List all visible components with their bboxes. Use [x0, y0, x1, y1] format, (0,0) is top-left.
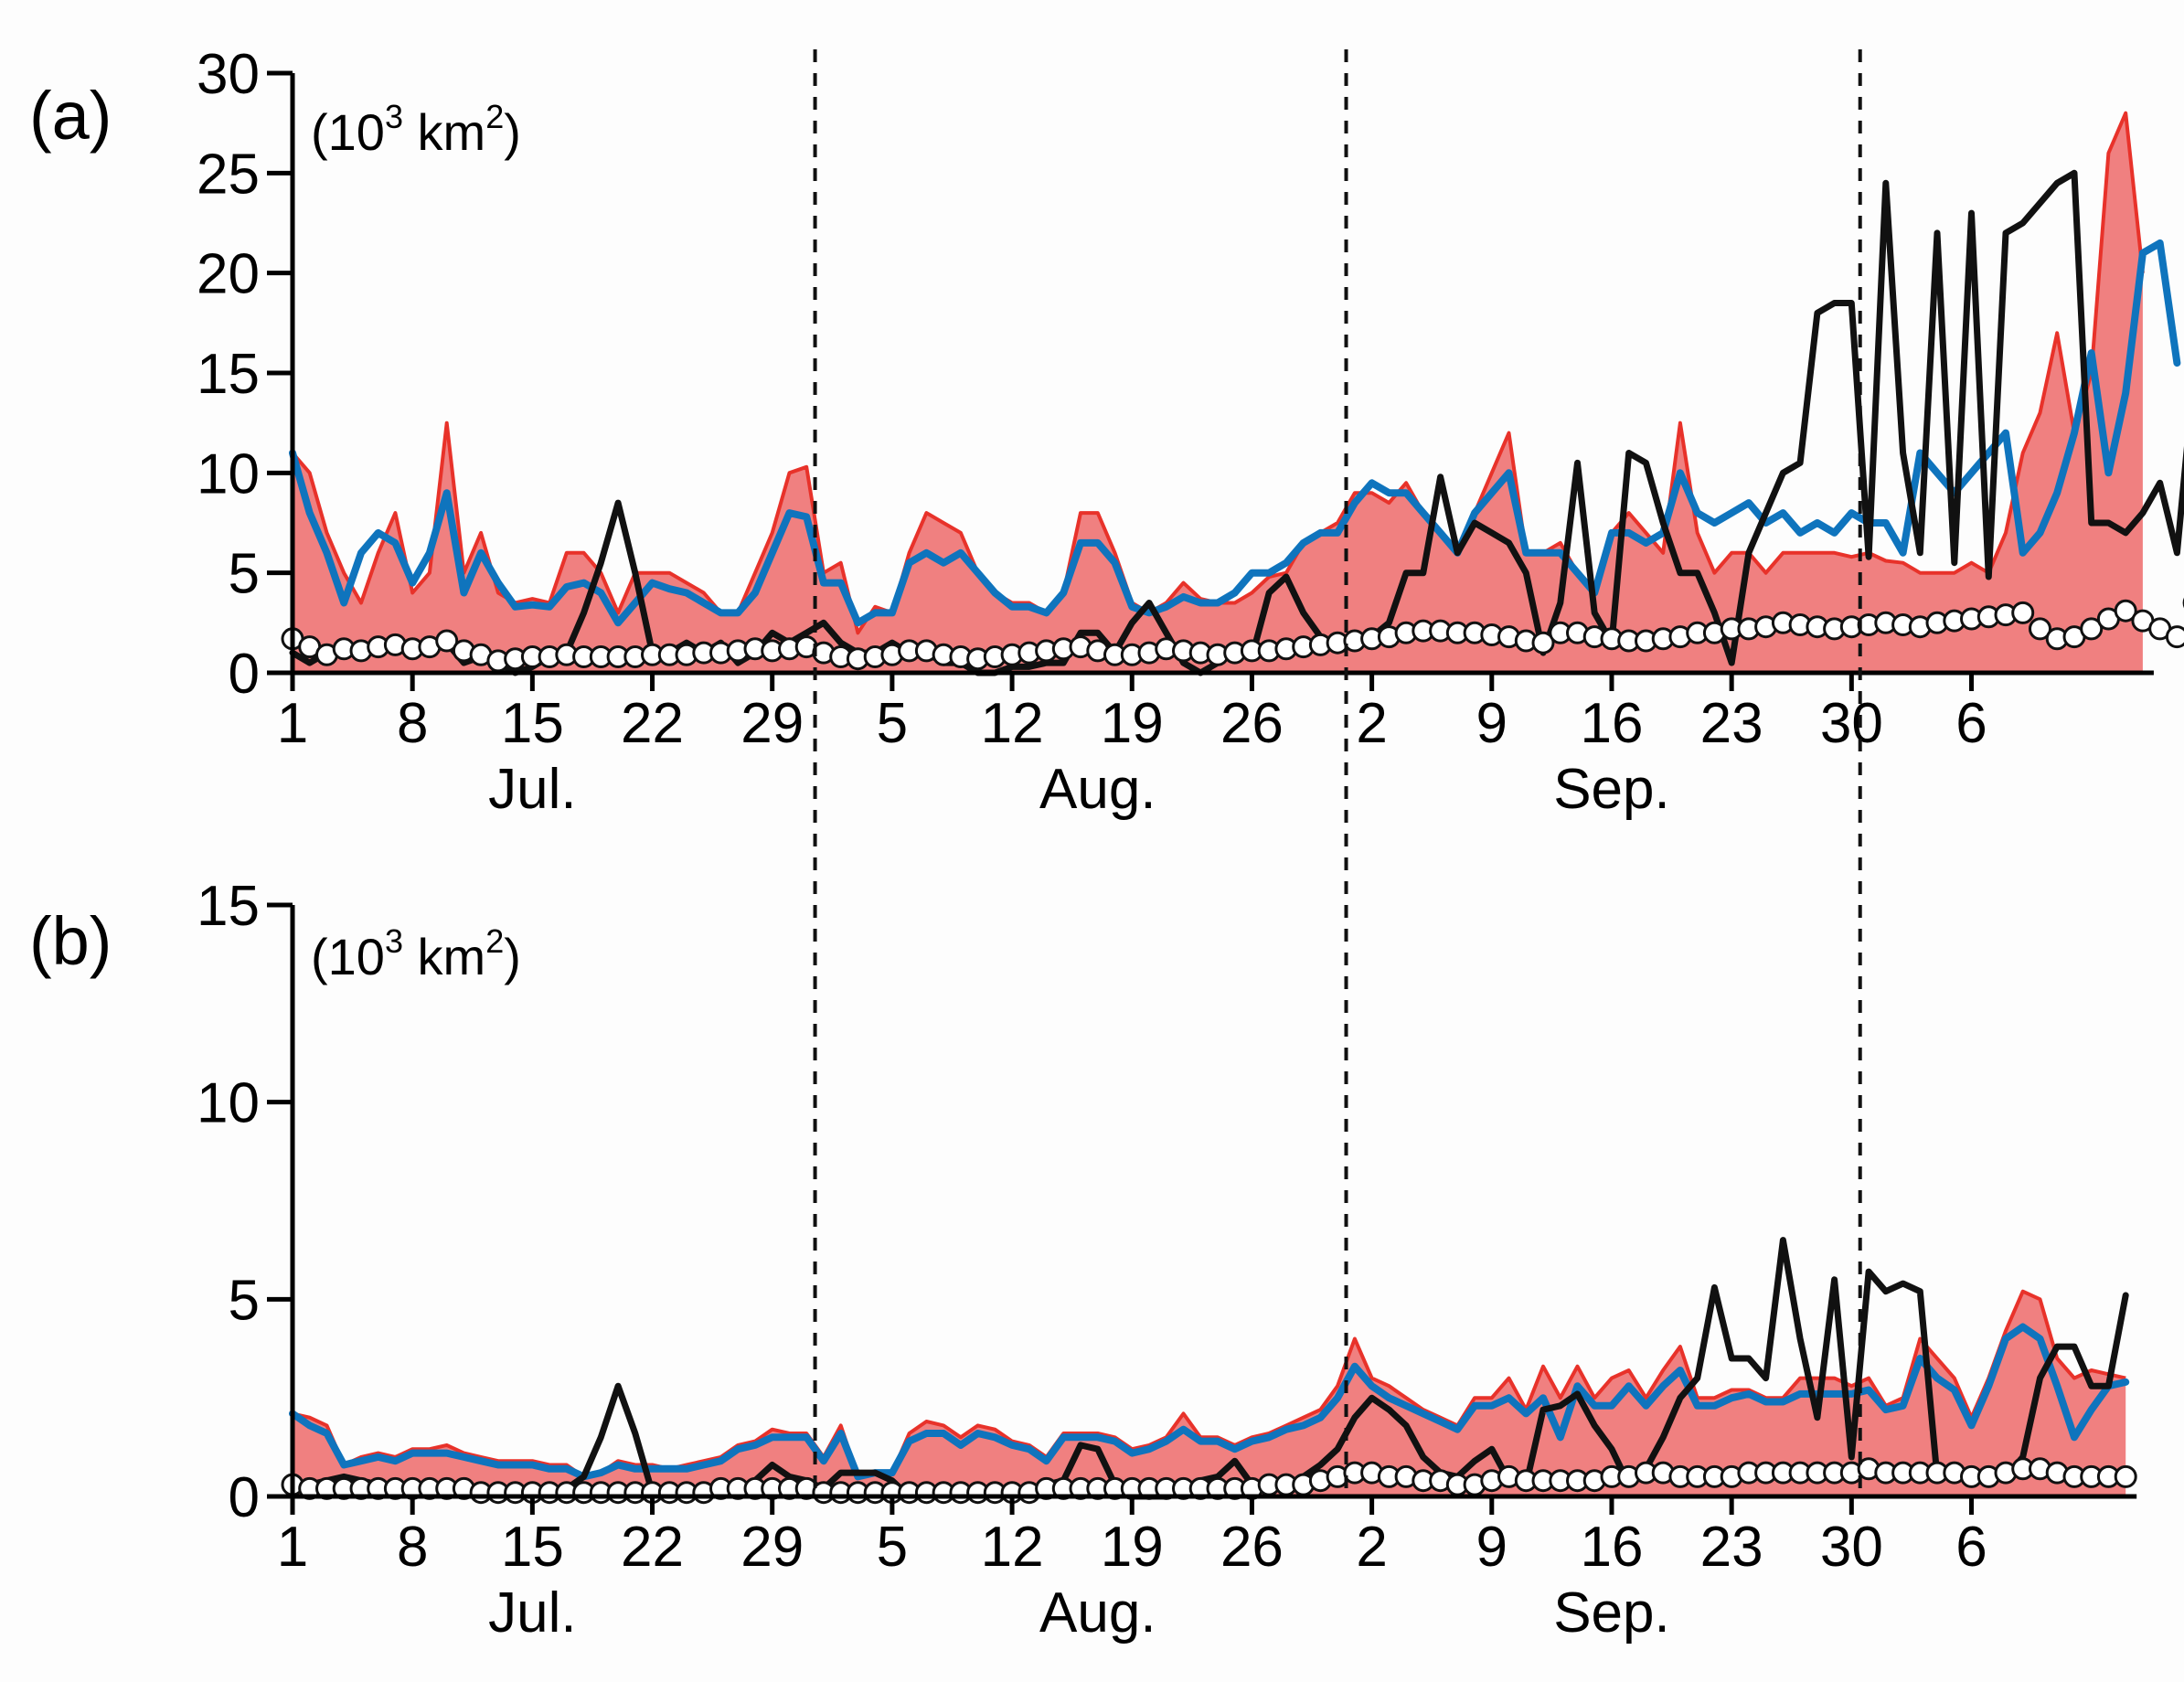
panel-a-unit-base: (10: [311, 103, 385, 161]
b-y-tick-label-0: 0: [229, 1466, 260, 1529]
panel-b-unit-end: ): [504, 928, 521, 985]
b-x-tick-label-5: 5: [877, 1516, 908, 1579]
a-circle-point-107: [2114, 599, 2137, 623]
panel-b-unit-exp1: 3: [385, 922, 403, 960]
a-x-tick-label-14: 6: [1955, 692, 1987, 755]
a-circle-point-73: [1531, 631, 1555, 655]
b-circle-point-107: [2114, 1464, 2137, 1488]
panel-a-label: (a): [29, 78, 112, 154]
a-circle-point-102: [2029, 617, 2051, 641]
a-x-tick-label-0: 1: [277, 692, 308, 755]
b-y-tick-label-3: 15: [197, 875, 260, 938]
a-x-tick-label-5: 5: [877, 692, 908, 755]
panel-b-unit-exp2: 2: [485, 922, 504, 960]
a-month-label-0: Jul.: [488, 758, 576, 821]
panel-a-unit-end: ): [504, 103, 521, 161]
a-x-tick-label-4: 29: [740, 692, 804, 755]
panel-b-unit-label: (103 km2): [311, 922, 521, 985]
a-y-tick-label-6: 30: [197, 43, 260, 106]
a-y-tick-label-2: 10: [197, 442, 260, 506]
month-dividers: [813, 49, 1862, 1496]
b-x-tick-label-1: 8: [397, 1516, 428, 1579]
a-y-tick-label-4: 20: [197, 243, 260, 306]
b-month-label-2: Sep.: [1553, 1581, 1670, 1645]
a-x-tick-label-9: 2: [1356, 692, 1387, 755]
b-y-tick-label-2: 10: [197, 1072, 260, 1135]
b-y-tick-label-1: 5: [229, 1269, 260, 1332]
panel-a-unit-exp1: 3: [385, 98, 403, 135]
a-x-tick-label-2: 15: [501, 692, 564, 755]
a-red-area-fill: [293, 112, 2143, 673]
a-y-tick-label-3: 15: [197, 343, 260, 406]
b-x-tick-label-0: 1: [277, 1516, 308, 1579]
panel-b-unit-mid: km: [403, 928, 485, 985]
a-x-tick-label-11: 16: [1580, 692, 1643, 755]
panel-a-unit-exp2: 2: [485, 98, 504, 135]
panel-b-label: (b): [29, 903, 112, 979]
a-x-tick-label-10: 9: [1476, 692, 1507, 755]
a-circle-point-101: [2011, 601, 2035, 624]
a-y-tick-label-1: 5: [229, 543, 260, 606]
a-x-tick-label-7: 19: [1101, 692, 1164, 755]
a-y-tick-label-0: 0: [229, 643, 260, 706]
b-black-line: [289, 1237, 2129, 1500]
panel-a-unit-label: (103 km2): [311, 98, 521, 161]
a-circle-point-110: [2165, 625, 2184, 649]
b-month-label-0: Jul.: [488, 1581, 576, 1645]
a-y-tick-label-5: 25: [197, 143, 260, 206]
b-x-tick-label-10: 9: [1476, 1516, 1507, 1579]
b-x-tick-label-13: 30: [1820, 1516, 1883, 1579]
a-x-tick-label-13: 30: [1820, 692, 1883, 755]
a-x-tick-label-1: 8: [397, 692, 428, 755]
b-x-tick-label-7: 19: [1101, 1516, 1164, 1579]
panel-b-unit-base: (10: [311, 928, 385, 985]
a-circle-point-9: [435, 629, 459, 653]
a-x-tick-label-8: 26: [1220, 692, 1284, 755]
a-circle-point-105: [2080, 617, 2104, 641]
b-x-tick-label-11: 16: [1580, 1516, 1643, 1579]
panel-a-unit-mid: km: [403, 103, 485, 161]
a-x-tick-label-3: 22: [621, 692, 684, 755]
a-black-line: [289, 169, 2184, 676]
b-x-tick-label-12: 23: [1700, 1516, 1763, 1579]
b-x-tick-label-8: 26: [1220, 1516, 1284, 1579]
a-x-tick-label-6: 12: [981, 692, 1044, 755]
a-x-tick-label-12: 23: [1700, 692, 1763, 755]
b-x-tick-label-3: 22: [621, 1516, 684, 1579]
b-x-tick-label-4: 29: [740, 1516, 804, 1579]
a-month-label-2: Sep.: [1553, 758, 1670, 821]
a-month-label-1: Aug.: [1039, 758, 1156, 821]
b-month-label-1: Aug.: [1039, 1581, 1156, 1645]
b-x-tick-label-14: 6: [1955, 1516, 1987, 1579]
b-x-tick-label-2: 15: [501, 1516, 564, 1579]
b-x-tick-label-9: 2: [1356, 1516, 1387, 1579]
b-x-tick-label-6: 12: [981, 1516, 1044, 1579]
